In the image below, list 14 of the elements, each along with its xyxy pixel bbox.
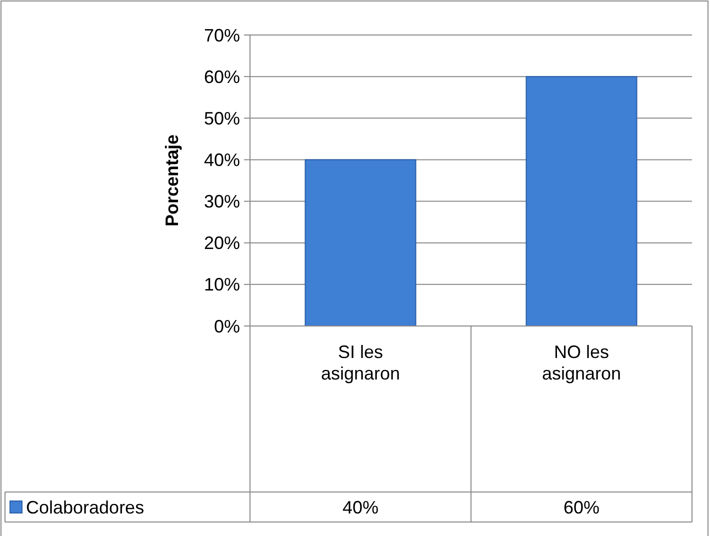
x-tick-label: NO les asignaron (542, 342, 622, 384)
y-tick-label: 30% (204, 192, 240, 212)
x-tick-label: SI les asignaron (320, 342, 400, 384)
y-tick-label: 50% (204, 108, 240, 128)
y-tick-label: 60% (204, 66, 240, 87)
y-tick-label: 10% (204, 274, 240, 295)
y-axis-title: Porcentaje (162, 134, 182, 227)
y-tick-label: 40% (204, 150, 240, 170)
legend-label: Colaboradores (26, 497, 144, 518)
y-tick-label: 20% (204, 233, 240, 254)
data-label: 40% (342, 497, 379, 518)
y-tick-label: 70% (204, 25, 240, 46)
data-label: 60% (563, 497, 600, 518)
y-tick-label: 0% (214, 316, 240, 336)
